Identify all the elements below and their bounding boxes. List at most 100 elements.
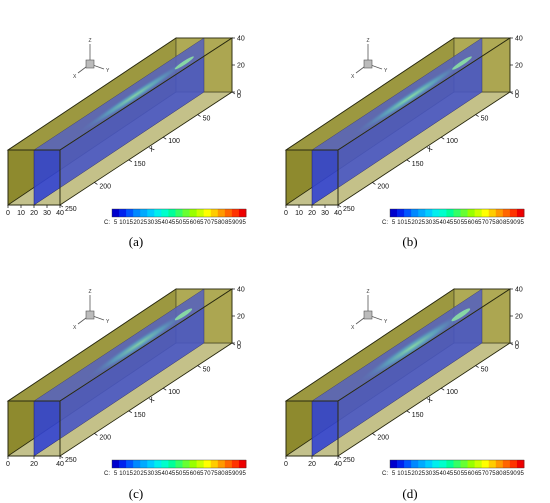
triad-y-label: Y (384, 319, 388, 325)
y-tick-label: 40 (334, 461, 342, 468)
colorbar-swatch (474, 209, 483, 217)
colorbar-swatch (112, 460, 120, 468)
colorbar-level-label: 50 (454, 220, 461, 226)
colorbar-swatch (168, 209, 176, 217)
triad-y-label: Y (384, 68, 388, 74)
colorbar-swatch (404, 209, 412, 217)
x-axis-label: x (425, 143, 435, 154)
panel-caption: (b) (402, 234, 418, 249)
colorbar-frame (111, 459, 247, 469)
x-tick-mark (163, 387, 167, 391)
colorbar-level-label: 75 (489, 471, 496, 477)
x-tick-mark (475, 365, 479, 368)
plume-core (174, 308, 193, 321)
x-tick-label: 50 (481, 116, 489, 123)
colorbar-swatch (516, 209, 525, 217)
x-tick-mark (59, 455, 64, 459)
z-tick-label: 20 (237, 63, 245, 70)
panel-caption: (c) (128, 486, 144, 501)
y-tick-label: 0 (6, 461, 10, 468)
colorbar-swatch (140, 460, 148, 468)
colorbar-swatch (460, 460, 468, 468)
colorbar-swatch (182, 460, 190, 468)
y-tick-label: 0 (6, 210, 10, 217)
triad-x-label: X (351, 74, 355, 80)
x-tick-label: 50 (203, 116, 211, 123)
colorbar-level-label: 45 (447, 220, 454, 226)
colorbar-swatch (488, 209, 497, 217)
colorbar-swatch (495, 209, 504, 217)
colorbar-swatch (474, 460, 483, 468)
x-axis-label: x (425, 394, 435, 405)
x-tick-label: 250 (65, 206, 77, 213)
colorbar-swatch (453, 460, 461, 468)
colorbar-level-label: 95 (239, 220, 246, 226)
triad-y-label: Y (106, 319, 110, 325)
colorbar-swatch (189, 209, 198, 217)
colorbar-level-label: 30 (425, 471, 432, 477)
colorbar-level-label: 15 (126, 220, 133, 226)
z-tick-label: 0 (237, 90, 241, 97)
colorbar-level-label: 90 (232, 220, 239, 226)
x-tick-mark (441, 387, 445, 391)
colorbar-level-label: 55 (183, 220, 190, 226)
x-tick-mark (128, 410, 132, 414)
colorbar-swatch (112, 209, 120, 217)
triad-cube-icon (85, 310, 95, 320)
colorbar-swatch (390, 460, 398, 468)
colorbar-swatch (439, 460, 447, 468)
colorbar-swatch (425, 460, 433, 468)
colorbar-swatch (119, 209, 127, 217)
colorbar-swatch (411, 460, 419, 468)
colorbar-level-label: 75 (211, 471, 218, 477)
colorbar-level-label: 20 (411, 471, 418, 477)
colorbar-swatch (390, 209, 398, 217)
colorbar-level-label: 35 (154, 471, 161, 477)
y-tick-label: 20 (308, 210, 316, 217)
z-tick-label: 40 (237, 287, 245, 294)
colorbar-label: C: (104, 471, 110, 477)
colorbar-level-label: 75 (211, 220, 218, 226)
colorbar-level-label: 70 (204, 220, 211, 226)
triad-x-label: X (351, 325, 355, 331)
triad-z-label: Z (367, 38, 370, 44)
colorbar-level-label: 75 (489, 220, 496, 226)
colorbar-frame (389, 459, 525, 469)
y-tick-label: 40 (56, 461, 64, 468)
colorbar-level-label: 65 (197, 220, 204, 226)
colorbar-swatch (397, 209, 405, 217)
colorbar-swatch (126, 460, 134, 468)
colorbar-level-label: 20 (133, 220, 140, 226)
colorbar-level-label: 25 (140, 471, 147, 477)
colorbar-swatch (495, 460, 504, 468)
x-tick-label: 0 (237, 93, 241, 100)
colorbar-swatch (411, 209, 419, 217)
colorbar-level-label: 60 (468, 471, 475, 477)
colorbar-level-label: 45 (169, 220, 176, 226)
x-tick-mark (94, 182, 98, 185)
colorbar-level-label: 55 (461, 220, 468, 226)
colorbar-level-label: 55 (183, 471, 190, 477)
y-tick-label: 40 (56, 210, 64, 217)
colorbar-swatch (446, 209, 454, 217)
x-tick-label: 200 (377, 434, 389, 441)
colorbar-level-label: 10 (397, 220, 404, 226)
colorbar-label: C: (382, 471, 388, 477)
triad-cube-icon (363, 59, 373, 69)
z-tick-label: 20 (515, 314, 523, 321)
x-tick-mark (231, 342, 236, 346)
x-tick-label: 150 (134, 412, 146, 419)
z-tick-label: 40 (515, 36, 523, 43)
colorbar-level-label: 55 (461, 471, 468, 477)
plume-contour (349, 56, 472, 138)
x-tick-label: 50 (203, 367, 211, 374)
colorbar-level-label: 85 (225, 220, 232, 226)
colorbar-level-label: 60 (468, 220, 475, 226)
colorbar-level-label: 5 (392, 471, 396, 477)
plume-contour (84, 308, 193, 380)
colorbar-swatch (175, 209, 183, 217)
triad-z-label: Z (89, 38, 92, 44)
colorbar-level-label: 80 (218, 220, 225, 226)
